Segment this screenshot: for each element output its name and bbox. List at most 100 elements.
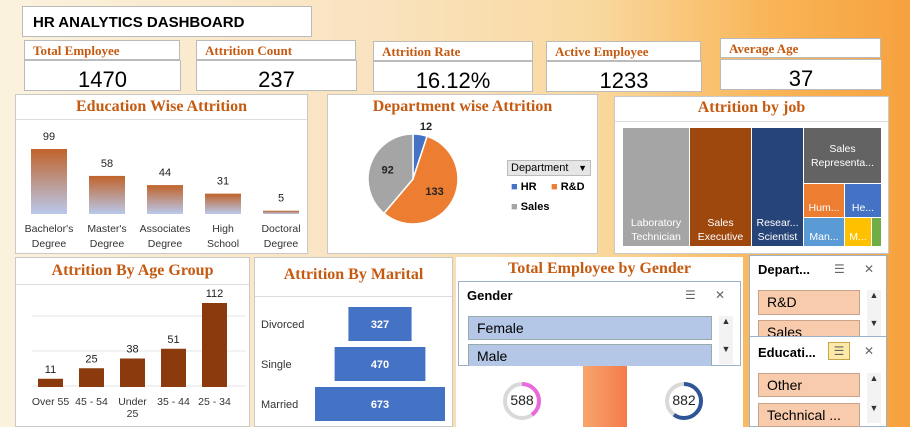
- marital-chart-panel: Attrition By Marital 327 Divorced 470 Singl…: [254, 257, 453, 427]
- treemap-tile-label: Sales Representa...: [810, 142, 875, 169]
- age-bar: [202, 303, 227, 387]
- education-slicer-scrollbar[interactable]: ▲ ▼: [867, 373, 881, 423]
- legend-swatch-icon: ■: [511, 181, 518, 193]
- gender-slicer-header: Gender: [467, 288, 513, 303]
- department-pie-chart: 12 133 92: [367, 121, 459, 225]
- gender-chart-title: Total Employee by Gender: [508, 260, 691, 277]
- education-bar-value: 31: [217, 176, 229, 188]
- marital-funnel-chart: 327 Divorced 470 Single 673 Married: [261, 307, 445, 421]
- legend-swatch-icon: ■: [551, 181, 558, 193]
- clear-filter-icon[interactable]: ✕: [715, 288, 726, 302]
- education-axis-label: Master's Degree: [87, 223, 126, 250]
- marital-bar: [334, 347, 426, 381]
- scroll-down-icon[interactable]: ▼: [869, 403, 879, 413]
- age-axis-label: Under 25: [118, 396, 147, 420]
- age-chart-panel: Attrition By Age Group 11 Over 55 25 45 - 5…: [15, 257, 250, 427]
- marital-axis-label: Single: [261, 359, 292, 371]
- marital-bar-value: 470: [371, 359, 389, 371]
- treemap-tile-manager: Man...: [804, 218, 844, 246]
- female-donut-arc: [503, 382, 541, 420]
- age-bar-value: 11: [45, 364, 56, 376]
- marital-chart-title: Attrition By Marital: [283, 266, 424, 283]
- pie-label-rd: 133: [425, 186, 443, 198]
- age-axis-label: 35 - 44: [157, 396, 190, 408]
- age-axis-label: 25 - 34: [198, 396, 231, 408]
- age-bar: [79, 368, 104, 387]
- education-bar: [31, 149, 67, 214]
- scroll-up-icon[interactable]: ▲: [869, 373, 879, 383]
- clear-filter-icon[interactable]: ✕: [864, 344, 875, 358]
- department-slicer-item-rd[interactable]: R&D: [758, 290, 860, 315]
- legend-item-hr: ■ HR: [511, 181, 537, 193]
- scroll-down-icon[interactable]: ▼: [721, 344, 731, 354]
- department-legend-title: Department: [511, 162, 569, 174]
- age-bar-value: 25: [85, 353, 97, 365]
- treemap-tile-sales-representative: Sales Representa...: [804, 128, 881, 183]
- department-chart-title: Department wise Attrition: [372, 98, 553, 115]
- treemap-tile-label: Laboratory Technician: [630, 217, 682, 243]
- department-slicer-header: Depart...: [758, 262, 811, 277]
- education-axis-label: Bachelor's Degree: [25, 223, 74, 250]
- pie-slice-rd: [382, 135, 459, 225]
- multi-select-icon[interactable]: ☰: [685, 288, 696, 302]
- department-slicer-scrollbar[interactable]: ▲ ▼: [867, 290, 881, 338]
- age-bar: [161, 348, 186, 387]
- education-chart-title: Education Wise Attrition: [76, 98, 247, 115]
- marital-bar-value: 673: [371, 399, 389, 411]
- age-chart-title: Attrition By Age Group: [51, 262, 214, 279]
- department-legend-header[interactable]: Department ▼: [507, 160, 591, 176]
- treemap-tile-label: M...: [849, 231, 867, 243]
- treemap-tile-laboratory-technician: Laboratory Technician: [623, 128, 689, 246]
- gender-slicer-scrollbar[interactable]: ▲ ▼: [719, 316, 733, 364]
- filter-dropdown-icon: ▼: [578, 163, 587, 173]
- gender-divider-strip: [583, 362, 627, 427]
- kpi-attrition-rate-value: 16.12%: [373, 61, 533, 93]
- education-bar-value: 44: [159, 167, 171, 179]
- education-bar-value: 99: [43, 131, 55, 143]
- male-count: 882: [672, 392, 696, 408]
- education-bar: [205, 193, 241, 214]
- gender-slicer: Gender ☰ ✕ Female Male ▲ ▼: [458, 281, 741, 366]
- scroll-up-icon[interactable]: ▲: [721, 316, 731, 326]
- legend-item-sales: ■ Sales: [511, 201, 549, 213]
- education-slicer-item-technical[interactable]: Technical ...: [758, 403, 860, 427]
- legend-label-rd: R&D: [560, 181, 585, 193]
- treemap-tile-label: Man...: [809, 231, 839, 243]
- multi-select-icon[interactable]: ☰: [834, 262, 845, 276]
- kpi-attrition-count-value: 237: [196, 60, 357, 92]
- scroll-down-icon[interactable]: ▼: [869, 318, 879, 328]
- age-axis-label: Over 55: [32, 396, 70, 408]
- marital-bar-value: 327: [371, 319, 389, 331]
- gender-slicer-item-female[interactable]: Female: [468, 316, 712, 340]
- dashboard-title-box: HR ANALYTICS DASHBOARD: [22, 6, 312, 37]
- age-bar: [38, 378, 63, 387]
- education-bar: [263, 210, 299, 214]
- legend-swatch-icon: ■: [511, 201, 518, 213]
- treemap-tile-healthcare: He...: [845, 184, 881, 217]
- job-chart-title: Attrition by job: [697, 99, 806, 116]
- scroll-up-icon[interactable]: ▲: [869, 290, 879, 300]
- treemap-tile-label: Resear... Scientist: [756, 217, 799, 243]
- legend-item-rd: ■ R&D: [551, 181, 585, 193]
- clear-filter-icon[interactable]: ✕: [864, 262, 875, 276]
- gender-donut-charts: [503, 382, 703, 420]
- female-count: 588: [510, 392, 534, 408]
- kpi-average-age-value: 37: [720, 59, 882, 91]
- multi-select-icon[interactable]: ☰: [828, 342, 850, 360]
- kpi-attrition-count-label: Attrition Count: [196, 40, 356, 60]
- education-bar: [147, 185, 183, 214]
- treemap-tile-human-resources: Hum...: [804, 184, 844, 217]
- kpi-active-employee-value: 1233: [546, 61, 702, 93]
- marital-axis-label: Divorced: [261, 319, 304, 331]
- kpi-attrition-rate-label: Attrition Rate: [373, 41, 533, 61]
- kpi-total-employee-value: 1470: [24, 60, 181, 92]
- kpi-average-age-label: Average Age: [720, 38, 881, 58]
- department-slicer: Depart... ☰ ✕ R&D Sales ▲ ▼: [749, 255, 887, 342]
- education-chart-panel: Education Wise Attrition 99 Bachelor's Deg…: [15, 94, 308, 254]
- education-axis-label: Associates Degree: [140, 223, 191, 250]
- pie-slice-sales: [367, 133, 414, 215]
- gender-slicer-item-male[interactable]: Male: [468, 344, 712, 366]
- education-slicer-item-other[interactable]: Other: [758, 373, 860, 397]
- age-bar-chart: 11 Over 55 25 45 - 54 38 Under 25 51 35 - 44 112 2…: [32, 288, 246, 420]
